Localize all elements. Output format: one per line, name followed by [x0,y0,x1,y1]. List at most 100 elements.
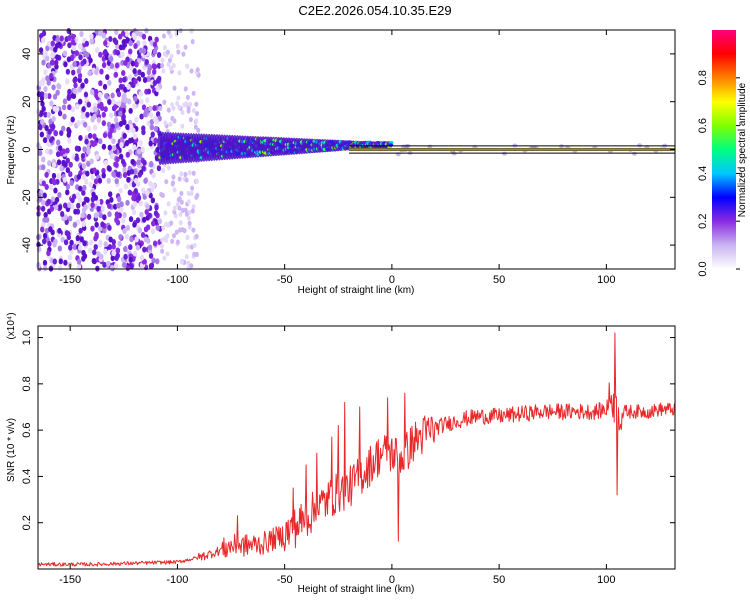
noise-cell [38,124,43,131]
noise-cell [172,85,177,91]
spectrogram-signal-band [157,131,668,166]
noise-cell [144,208,149,215]
noise-cell [130,60,136,67]
noise-cell [45,75,50,82]
noise-cell [107,79,112,86]
noise-cell [119,136,125,143]
noise-cell [79,236,84,243]
noise-cell [132,250,138,257]
noise-cell [123,59,128,66]
noise-cell [194,101,199,107]
noise-cell [83,91,89,98]
noise-cell [92,124,98,131]
signal-cell [403,144,409,149]
noise-cell [134,61,139,68]
noise-cell [128,40,133,47]
noise-cell [51,162,57,169]
noise-cell [79,30,84,37]
spectrogram-x-tick-label: -150 [59,274,81,286]
noise-cell [144,27,149,34]
noise-cell [159,243,164,249]
noise-cell [185,94,190,101]
noise-cell [191,204,196,210]
snr-x-label: Height of straight line (km) [298,584,415,595]
noise-cell [47,40,52,47]
noise-cell [47,128,52,135]
noise-cell [45,45,50,52]
noise-cell [107,224,112,231]
noise-cell [122,171,128,178]
noise-cell [186,199,191,205]
noise-cell [183,171,188,178]
spectrogram-x-tick-label: -50 [277,274,293,286]
noise-cell [102,214,107,221]
noise-cell [184,101,189,107]
noise-cell [55,89,60,96]
noise-cell [92,167,97,174]
noise-cell [149,119,155,126]
noise-cell [133,187,138,194]
noise-cell [104,54,110,61]
noise-cell [56,41,62,48]
noise-cell [42,265,48,272]
noise-cell [70,33,76,40]
noise-cell [194,251,199,258]
noise-cell [103,248,108,255]
noise-cell [111,250,116,257]
noise-cell [87,132,93,139]
noise-cell [66,231,71,238]
noise-cell [161,68,166,74]
noise-cell [100,205,106,212]
snr-background [38,326,675,569]
spectrogram-y-tick-label: 40 [21,48,33,60]
noise-cell [76,173,82,180]
noise-cell [122,119,127,126]
noise-cell [57,245,63,252]
noise-cell [115,247,121,254]
noise-cell [70,106,76,113]
noise-cell [59,35,64,42]
noise-cell [119,141,124,148]
noise-cell [89,158,94,165]
noise-cell [139,211,144,218]
noise-cell [70,116,75,123]
noise-cell [152,79,158,86]
noise-cell [87,247,93,254]
noise-cell [84,51,90,58]
noise-cell [141,33,147,40]
noise-cell [137,227,143,234]
noise-cell [98,239,103,246]
noise-cell [191,107,196,114]
noise-cell [133,78,138,85]
noise-cell [36,210,41,217]
noise-cell [37,80,43,87]
noise-cell [76,120,81,127]
noise-cell [166,222,171,228]
noise-cell [93,235,98,242]
colorbar-gradient [712,30,736,269]
noise-cell [146,88,152,95]
noise-cell [120,30,126,37]
noise-cell [81,189,86,196]
noise-cell [125,151,131,158]
noise-cell [54,196,60,203]
noise-cell [137,171,142,178]
noise-cell [36,205,41,212]
noise-cell [124,30,129,37]
noise-cell [128,244,133,251]
spectrogram-y-tick-label: -40 [21,237,33,253]
noise-cell [58,265,63,272]
noise-cell [182,228,187,234]
noise-cell [151,172,156,179]
noise-cell [187,224,192,230]
noise-cell [125,224,131,231]
snr-line [37,332,676,567]
noise-cell [60,210,65,217]
noise-cell [68,171,73,178]
noise-cell [161,167,166,174]
noise-cell [165,251,170,257]
noise-cell [85,196,90,203]
noise-cell [67,128,72,135]
noise-cell [148,192,153,199]
